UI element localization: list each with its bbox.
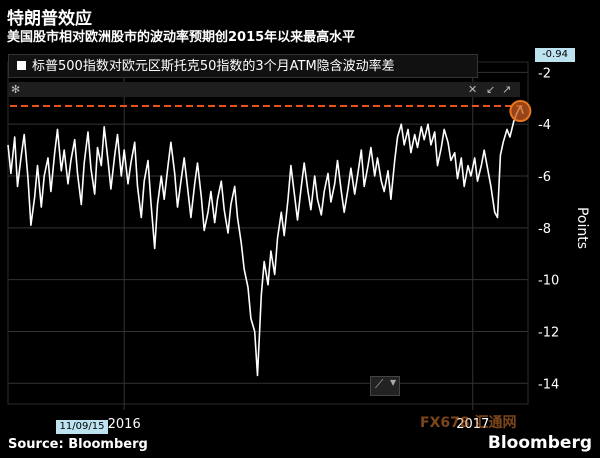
- expand-icon[interactable]: ↗: [502, 83, 512, 96]
- cursor-date-badge: 11/09/15: [56, 420, 108, 434]
- x-tick-label: 2016: [108, 417, 141, 432]
- y-tick-label: -8: [538, 222, 551, 237]
- series-line: [7, 105, 524, 377]
- plot-area-border: [7, 61, 529, 405]
- line-chart-icon: ⟋: [375, 377, 384, 391]
- y-axis-label: Points: [574, 207, 590, 249]
- highlight-circle: [509, 100, 532, 123]
- grid-lines: [8, 62, 528, 410]
- chart-title: 特朗普效应: [7, 9, 92, 29]
- y-tick-label: -4: [538, 118, 551, 133]
- x-axis-ticks: 2016 2017: [108, 417, 490, 432]
- y-tick-label: -10: [538, 274, 559, 289]
- brand-logo: Bloomberg: [487, 433, 592, 453]
- chart-toolbar: ✻ ✕ ↙ ↗: [8, 82, 520, 97]
- chevron-down-icon: ▼: [390, 378, 397, 387]
- last-value-badge: -0.94: [535, 48, 575, 62]
- source-note: Source: Bloomberg: [8, 437, 148, 452]
- y-tick-label: -2: [538, 66, 551, 81]
- collapse-icon[interactable]: ↙: [486, 83, 496, 96]
- legend-swatch: [17, 61, 26, 70]
- y-tick-label: -6: [538, 170, 551, 185]
- close-icon[interactable]: ✕: [468, 83, 478, 96]
- watermark-logo: FX678 汇通网: [420, 415, 517, 431]
- legend-label: 标普500指数对欧元区斯托克50指数的3个月ATM隐含波动率差: [32, 59, 395, 74]
- y-tick-label: -12: [538, 325, 559, 340]
- legend[interactable]: 标普500指数对欧元区斯托克50指数的3个月ATM隐含波动率差: [8, 54, 478, 78]
- y-tick-label: -14: [538, 377, 559, 392]
- chart-subtitle: 美国股市相对欧洲股市的波动率预期创2015年以来最高水平: [7, 30, 356, 45]
- chart-type-button[interactable]: ⟋ ▼: [370, 376, 400, 396]
- x-tick-label: 2017: [456, 417, 489, 432]
- y-axis-ticks: -2 -4 -6 -8 -10 -12 -14: [538, 66, 559, 392]
- gear-icon[interactable]: ✻: [11, 83, 21, 96]
